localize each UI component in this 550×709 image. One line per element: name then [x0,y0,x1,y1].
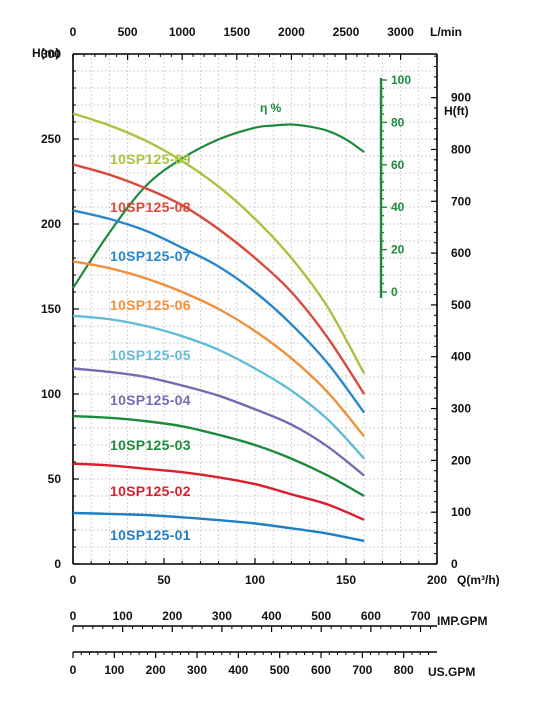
hft-tick-label: 100 [451,505,471,519]
us-gpm-unit-label: US.GPM [428,665,475,679]
efficiency-axis: 0 20 40 60 80 100 η % [260,73,411,299]
imp-tick-label: 100 [113,609,133,623]
head-curve-10sp125-04 [72,367,365,477]
hft-tick-label: 400 [451,350,471,364]
hm-tick-label: 100 [41,387,61,401]
q-tick-label: 50 [157,573,171,587]
imp-tick-label: 700 [410,609,430,623]
head-curves [72,112,366,543]
series-labels: 10SP125-09 10SP125-08 10SP125-07 10SP125-06… [110,151,191,543]
head-curve-10sp125-03 [72,414,365,498]
us-tick-label: 700 [352,663,372,677]
hft-tick-label: 600 [451,246,471,260]
lmin-tick-label: 1000 [169,25,196,39]
us-tick-label: 400 [228,663,248,677]
hft-tick-label: 800 [451,142,471,156]
head-curve-10sp125-02 [72,462,365,521]
series-label: 10SP125-07 [110,248,191,264]
q-tick-label: 100 [245,573,265,587]
hm-tick-label: 0 [54,557,61,571]
efficiency-tick-label: 100 [391,73,411,87]
hm-unit-label: H(m) [32,46,59,60]
imp-tick-label: 0 [70,609,77,623]
axis-units: H(m) H(ft) L/min Q(m³/h) IMP.GPM US.GPM [32,25,500,679]
q-tick-label: 0 [70,573,77,587]
hm-tick-label: 300 [41,47,61,61]
head-curve-10sp125-07 [72,209,366,414]
series-label: 10SP125-08 [110,199,191,215]
q-tick-label: 200 [427,573,447,587]
hft-tick-label: 700 [451,194,471,208]
us-tick-label: 200 [146,663,166,677]
hft-tick-label: 0 [451,557,458,571]
imp-tick-label: 200 [162,609,182,623]
hm-tick-label: 250 [41,132,61,146]
head-curve-10sp125-05 [72,314,366,460]
lmin-unit-label: L/min [430,25,462,39]
lmin-tick-label: 3000 [387,25,414,39]
us-tick-label: 300 [187,663,207,677]
imp-gpm-unit-label: IMP.GPM [437,614,487,628]
imp-tick-label: 300 [212,609,232,623]
series-label: 10SP125-04 [110,392,191,408]
efficiency-tick-label: 60 [391,158,405,172]
hm-tick-label: 150 [41,302,61,316]
head-curve-10sp125-08 [72,163,366,395]
us-tick-label: 500 [270,663,290,677]
imp-tick-label: 400 [262,609,282,623]
lmin-tick-label: 1500 [223,25,250,39]
series-label: 10SP125-01 [110,527,191,543]
us-tick-label: 0 [70,663,77,677]
hft-tick-label: 200 [451,453,471,467]
us-tick-label: 800 [394,663,414,677]
efficiency-tick-label: 40 [391,200,405,214]
efficiency-tick-label: 80 [391,115,405,129]
us-tick-label: 600 [311,663,331,677]
imp-tick-label: 600 [361,609,381,623]
efficiency-tick-label: 20 [391,243,405,257]
series-label: 10SP125-03 [110,437,191,453]
efficiency-tick-label: 0 [391,285,398,299]
series-label: 10SP125-05 [110,347,191,363]
efficiency-label: η % [260,101,282,115]
hft-tick-label: 500 [451,298,471,312]
series-label: 10SP125-02 [110,483,191,499]
imp-tick-label: 500 [311,609,331,623]
lmin-tick-label: 0 [70,25,77,39]
q-unit-label: Q(m³/h) [457,573,500,587]
q-tick-label: 150 [336,573,356,587]
hft-tick-label: 900 [451,91,471,105]
head-curve-10sp125-09 [72,112,366,375]
series-label: 10SP125-09 [110,151,191,167]
hft-tick-label: 300 [451,402,471,416]
lmin-tick-label: 500 [118,25,138,39]
efficiency-curve [72,123,365,289]
series-label: 10SP125-06 [110,297,191,313]
us-tick-label: 100 [104,663,124,677]
head-curve-10sp125-01 [72,511,365,543]
hft-unit-label: H(ft) [444,104,469,118]
lmin-tick-label: 2500 [333,25,360,39]
lmin-tick-label: 2000 [278,25,305,39]
hm-tick-label: 50 [48,472,62,486]
hm-tick-label: 200 [41,217,61,231]
head-curve-10sp125-06 [72,260,366,438]
